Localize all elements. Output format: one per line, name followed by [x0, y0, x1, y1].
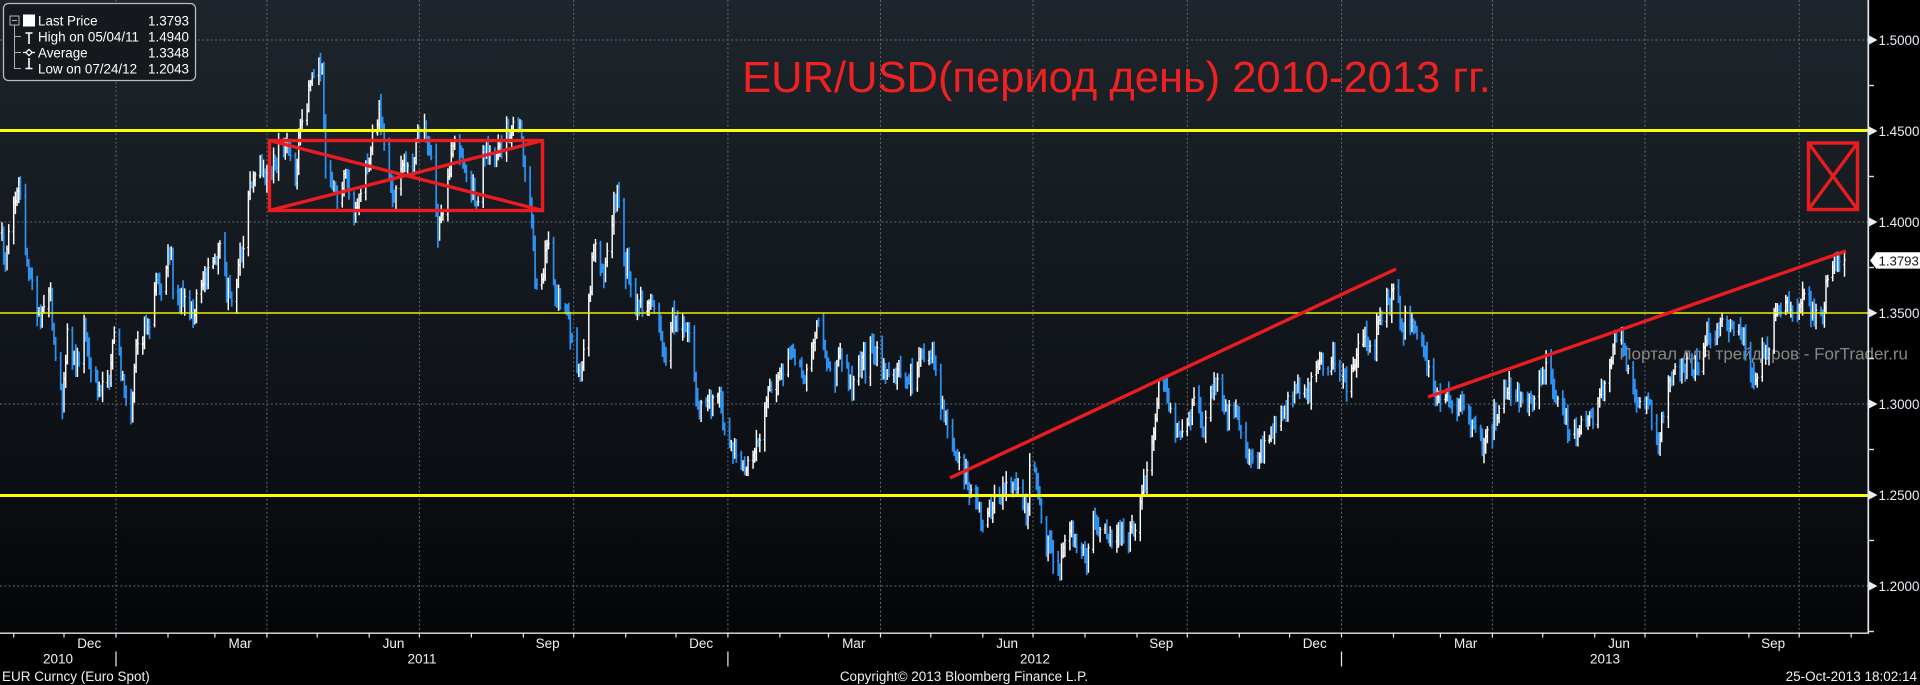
svg-text:Sep: Sep [1761, 636, 1785, 651]
svg-text:Dec: Dec [689, 636, 713, 651]
svg-text:EUR Curncy (Euro Spot): EUR Curncy (Euro Spot) [2, 669, 150, 684]
svg-text:25-Oct-2013 18:02:14: 25-Oct-2013 18:02:14 [1786, 669, 1918, 684]
svg-text:Low on 07/24/12: Low on 07/24/12 [38, 62, 137, 77]
svg-text:Jun: Jun [1608, 636, 1630, 651]
svg-text:2010: 2010 [43, 652, 73, 667]
svg-text:Copyright© 2013 Bloomberg Fina: Copyright© 2013 Bloomberg Finance L.P. [840, 669, 1088, 684]
svg-text:Mar: Mar [842, 636, 866, 651]
svg-text:2012: 2012 [1020, 652, 1050, 667]
svg-text:1.4940: 1.4940 [148, 30, 189, 45]
svg-text:High on 05/04/11: High on 05/04/11 [38, 30, 139, 45]
svg-text:EUR/USD(период день) 2010-2013: EUR/USD(период день) 2010-2013 гг. [742, 54, 1491, 102]
svg-text:1.3793: 1.3793 [1879, 254, 1919, 269]
svg-text:1.3000: 1.3000 [1879, 397, 1920, 412]
svg-text:1.3348: 1.3348 [148, 46, 189, 61]
svg-text:1.3793: 1.3793 [148, 14, 189, 29]
svg-text:Jun: Jun [996, 636, 1018, 651]
svg-text:Dec: Dec [1303, 636, 1327, 651]
svg-text:Dec: Dec [77, 636, 101, 651]
svg-text:Jun: Jun [383, 636, 405, 651]
svg-text:2013: 2013 [1590, 652, 1620, 667]
svg-text:1.2000: 1.2000 [1879, 579, 1920, 594]
svg-text:Sep: Sep [1149, 636, 1173, 651]
svg-text:1.4000: 1.4000 [1879, 215, 1920, 230]
svg-text:1.2043: 1.2043 [148, 62, 189, 77]
svg-text:Last Price: Last Price [38, 14, 98, 29]
svg-text:1.2500: 1.2500 [1879, 488, 1920, 503]
svg-text:Average: Average [38, 46, 88, 61]
svg-text:1.4500: 1.4500 [1879, 124, 1920, 139]
svg-text:Mar: Mar [1454, 636, 1478, 651]
svg-text:Sep: Sep [536, 636, 560, 651]
svg-text:2011: 2011 [407, 652, 436, 667]
svg-text:1.3500: 1.3500 [1879, 306, 1920, 321]
svg-text:Mar: Mar [228, 636, 252, 651]
svg-text:1.5000: 1.5000 [1879, 33, 1920, 48]
